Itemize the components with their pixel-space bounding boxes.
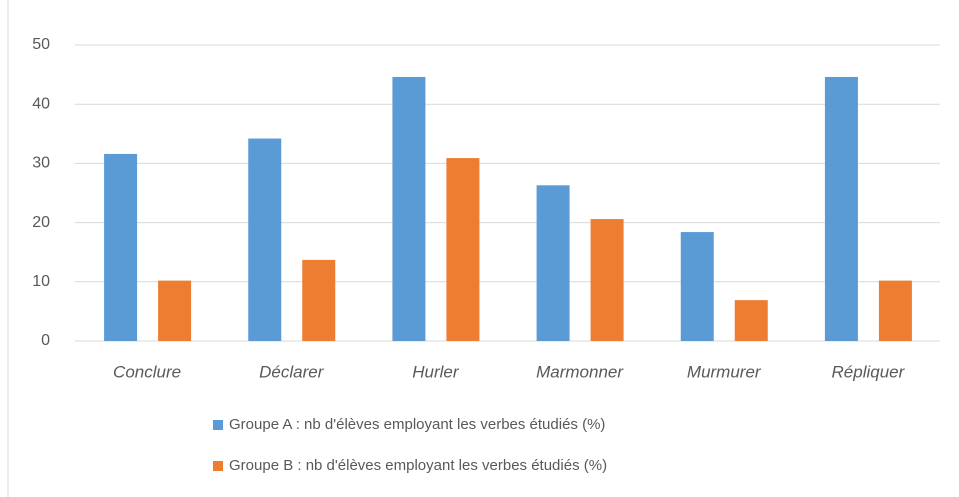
- bar: [104, 153, 138, 341]
- y-tick-label: 0: [41, 332, 50, 349]
- bar: [158, 280, 192, 341]
- bar: [590, 219, 624, 341]
- bar: [734, 300, 768, 341]
- legend-swatch: [213, 420, 223, 430]
- x-tick-label: Conclure: [113, 362, 181, 381]
- x-tick-label: Hurler: [412, 362, 460, 381]
- y-tick-label: 30: [32, 155, 50, 172]
- x-tick-label: Répliquer: [832, 362, 906, 381]
- bar: [536, 185, 570, 341]
- y-tick-label: 20: [32, 214, 50, 231]
- legend-label: Groupe A : nb d'élèves employant les ver…: [229, 416, 605, 433]
- bar: [824, 76, 858, 341]
- legend-label: Groupe B : nb d'élèves employant les ver…: [229, 457, 607, 474]
- bar: [302, 259, 336, 341]
- y-tick-label: 50: [32, 36, 50, 53]
- bar: [248, 138, 282, 341]
- x-tick-label: Murmurer: [687, 362, 762, 381]
- bar: [878, 280, 912, 341]
- bar: [392, 76, 426, 341]
- bar: [680, 232, 714, 341]
- legend-swatch: [213, 461, 223, 471]
- y-tick-label: 10: [32, 273, 50, 290]
- bar: [446, 158, 480, 341]
- x-tick-label: Déclarer: [259, 362, 325, 381]
- x-tick-label: Marmonner: [536, 362, 624, 381]
- y-tick-label: 40: [32, 95, 50, 112]
